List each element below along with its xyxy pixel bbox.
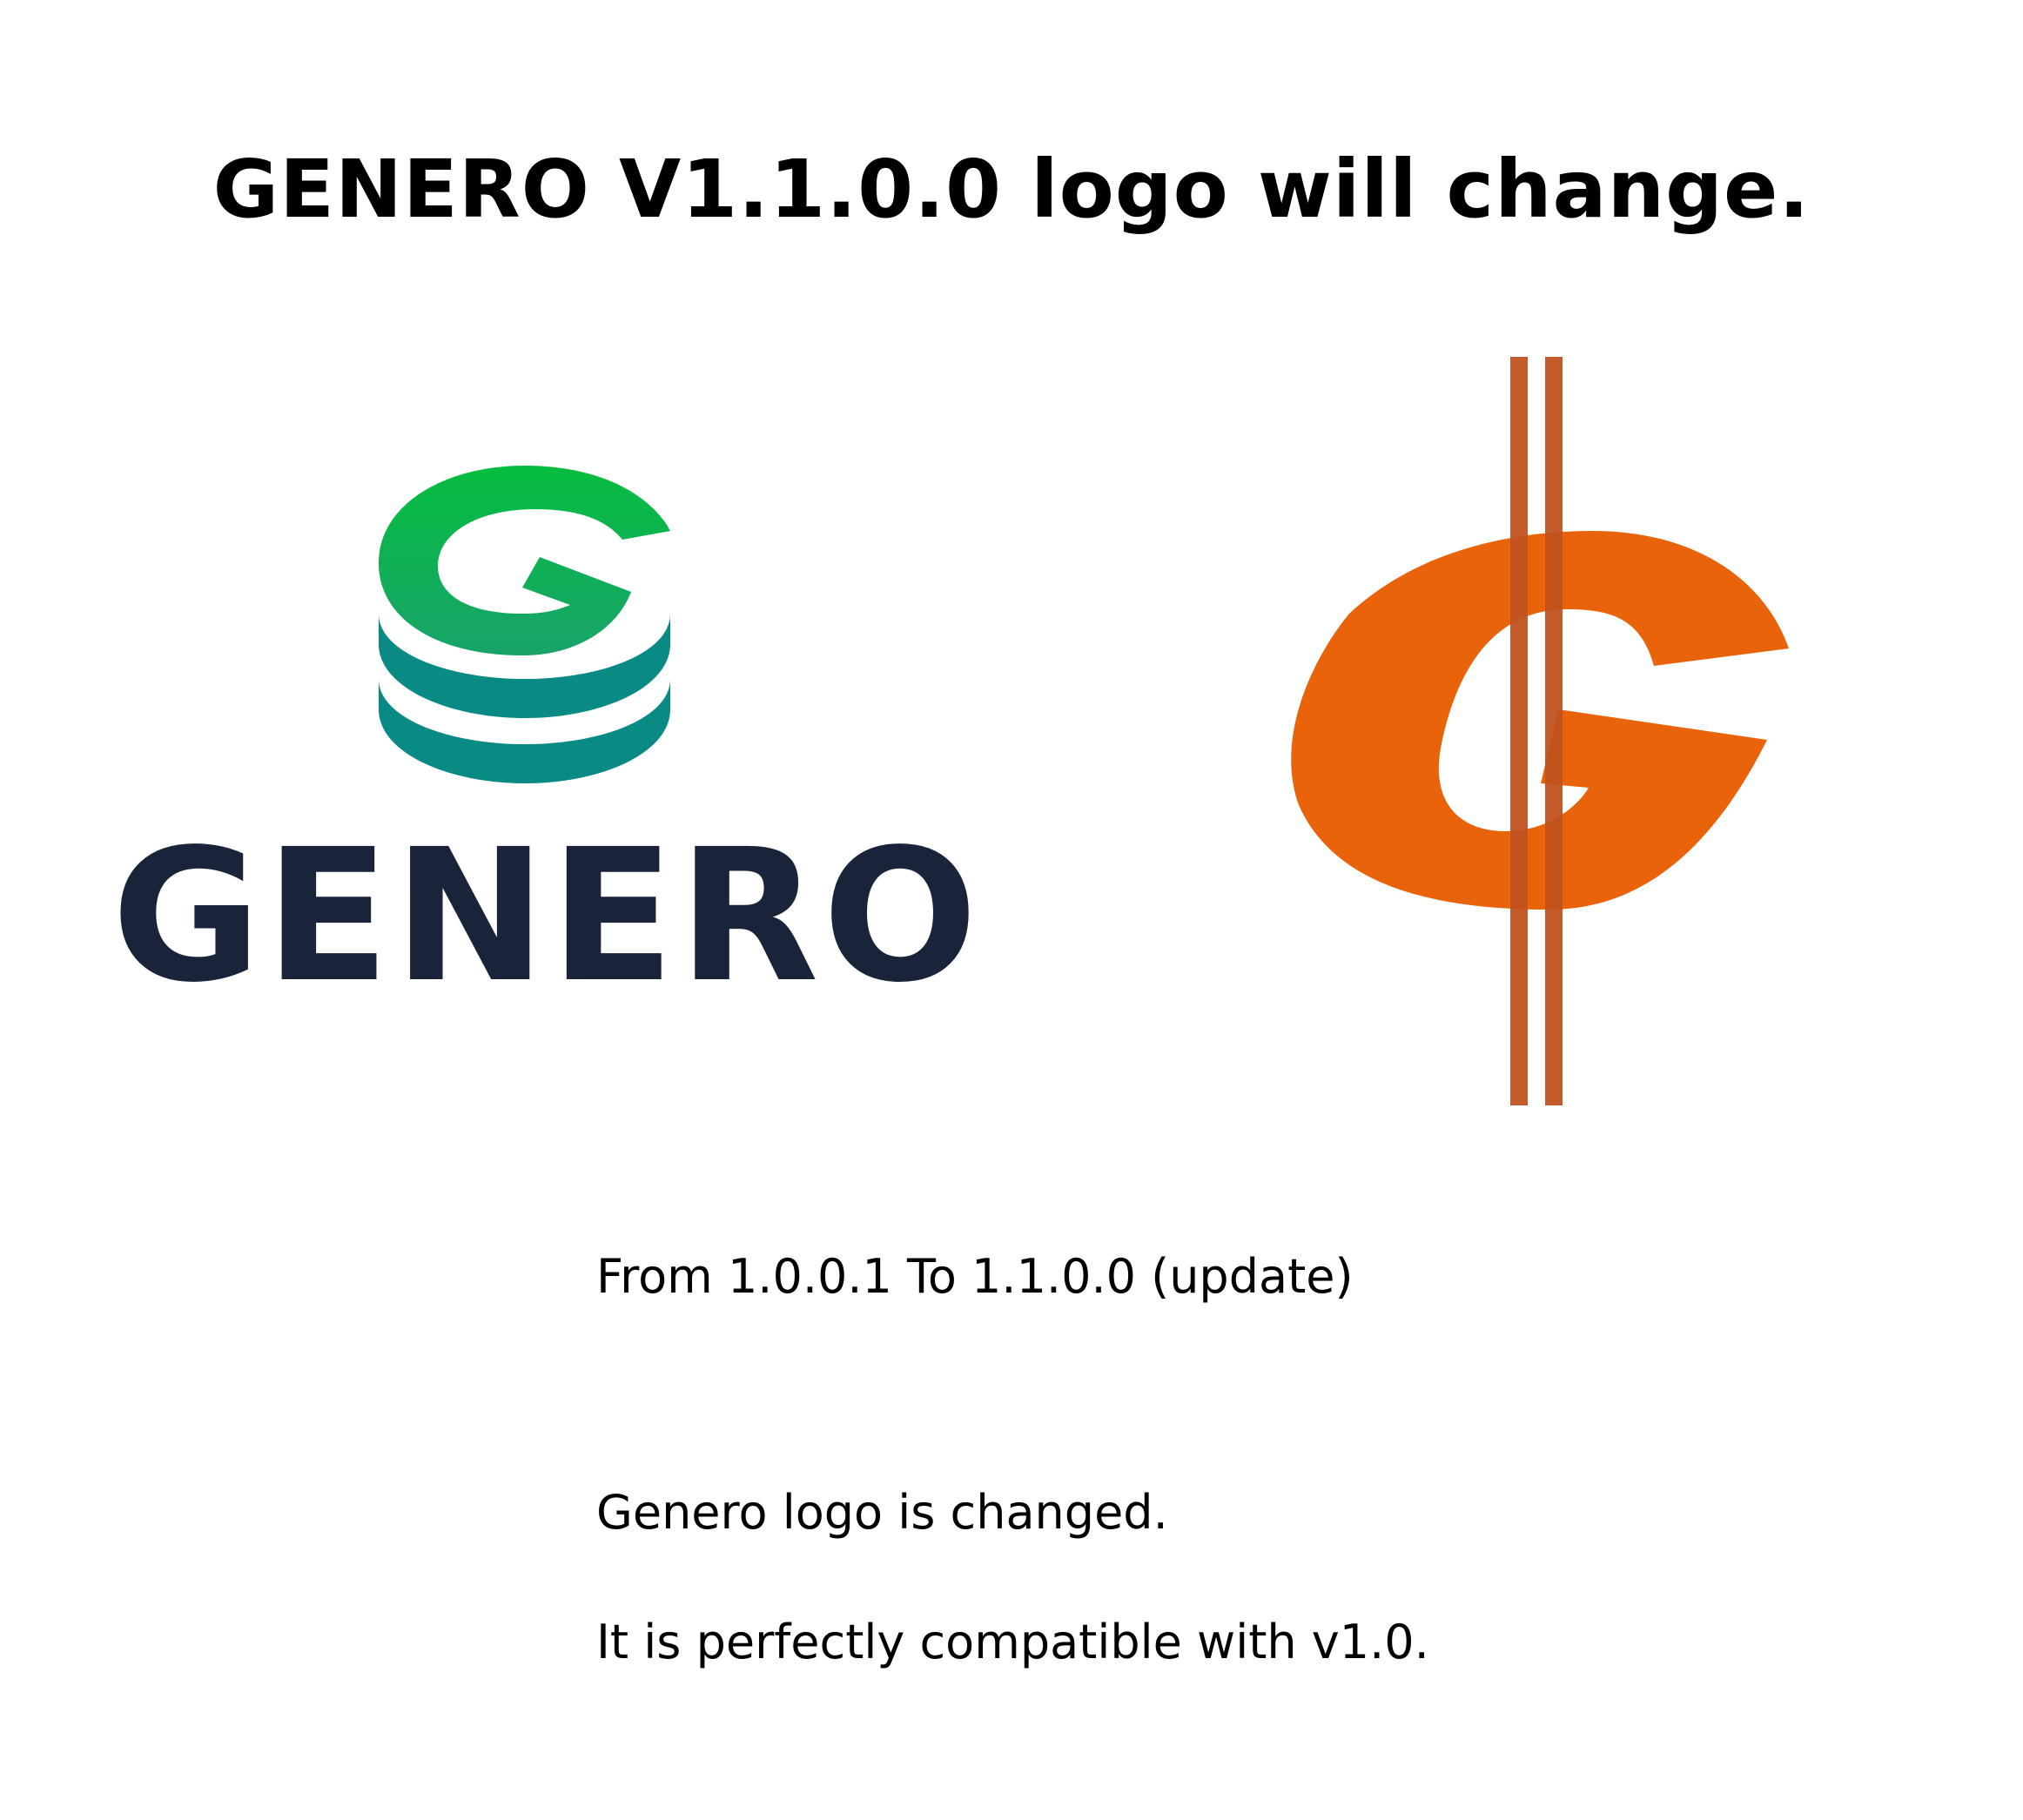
orange-g-dollar-graphic [1291,357,1789,1105]
compatibility-note: It is perfectly compatible with v1.0. [596,1615,1429,1669]
old-logo-bar-left [1510,357,1528,1105]
logo-disc-middle [379,614,670,718]
old-logo-bar-right [1545,357,1563,1105]
stacked-g-icon-graphic [379,466,670,783]
genero-wordmark: GENERO [111,823,978,1010]
headline: GENERO V1.1.0.0 logo will change. [212,143,1811,236]
orange-g-dollar-icon [1280,357,1802,1105]
logo-disc-bottom [379,679,670,783]
old-logo-g-shape [1291,531,1789,910]
logo-g-shape [379,466,670,655]
stacked-g-icon [370,457,679,792]
genero-wordmark-text: GENERO [111,809,982,1023]
update-version-line: From 1.0.0.1 To 1.1.0.0 (update) [596,1249,1354,1304]
logo-change-note: Genero logo is changed. [596,1485,1168,1540]
